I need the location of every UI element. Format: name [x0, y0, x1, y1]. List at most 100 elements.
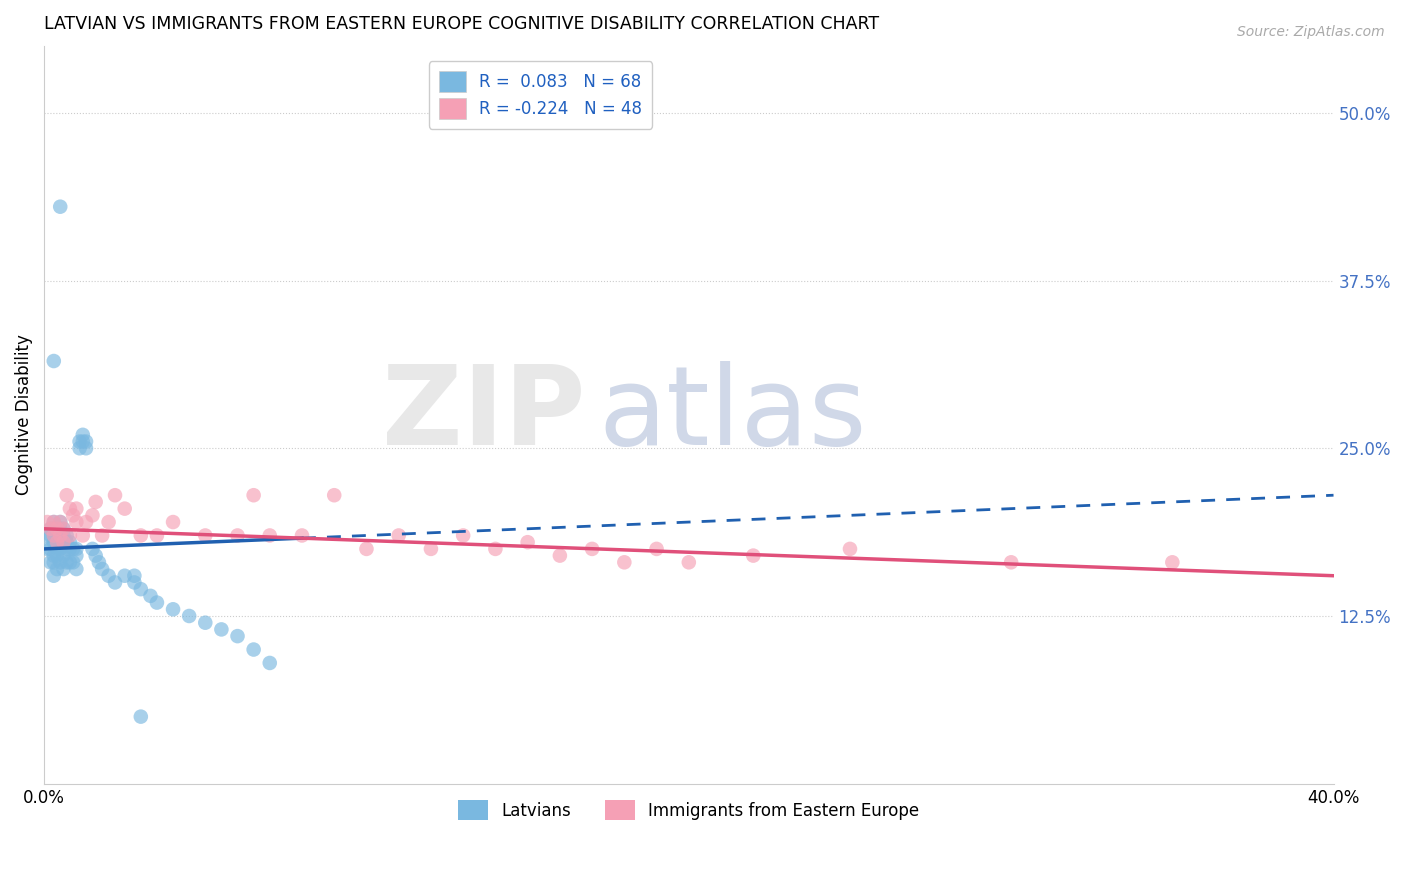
Point	[52, 522, 75, 536]
Point	[645, 541, 668, 556]
Point	[52, 535, 75, 549]
Point	[49, 528, 72, 542]
Point	[46, 541, 69, 556]
Point	[42, 515, 65, 529]
Point	[91, 562, 114, 576]
Point	[37, 541, 59, 556]
Point	[59, 541, 82, 556]
Point	[194, 615, 217, 630]
Point	[39, 522, 62, 536]
Point	[69, 442, 91, 456]
Point	[39, 541, 62, 556]
Point	[65, 541, 87, 556]
Point	[114, 568, 136, 582]
Point	[72, 528, 94, 542]
Point	[129, 528, 152, 542]
Point	[42, 549, 65, 563]
Point	[91, 528, 114, 542]
Point	[548, 549, 571, 563]
Point	[104, 488, 127, 502]
Point	[52, 522, 75, 536]
Point	[75, 434, 97, 449]
Point	[46, 522, 69, 536]
Point	[226, 528, 249, 542]
Point	[678, 555, 700, 569]
Point	[42, 555, 65, 569]
Point	[323, 488, 346, 502]
Point	[52, 549, 75, 563]
Text: LATVIAN VS IMMIGRANTS FROM EASTERN EUROPE COGNITIVE DISABILITY CORRELATION CHART: LATVIAN VS IMMIGRANTS FROM EASTERN EUROP…	[44, 15, 879, 33]
Point	[82, 541, 104, 556]
Point	[1161, 555, 1184, 569]
Point	[55, 528, 77, 542]
Point	[46, 535, 69, 549]
Point	[146, 528, 169, 542]
Point	[226, 629, 249, 643]
Point	[97, 568, 120, 582]
Point	[516, 535, 538, 549]
Point	[46, 522, 69, 536]
Point	[46, 528, 69, 542]
Point	[49, 515, 72, 529]
Point	[82, 508, 104, 523]
Point	[39, 555, 62, 569]
Point	[39, 528, 62, 542]
Point	[62, 555, 84, 569]
Point	[162, 515, 184, 529]
Point	[37, 528, 59, 542]
Point	[75, 515, 97, 529]
Point	[419, 541, 441, 556]
Point	[49, 200, 72, 214]
Point	[1000, 555, 1022, 569]
Point	[209, 623, 232, 637]
Point	[87, 555, 110, 569]
Point	[65, 549, 87, 563]
Point	[242, 488, 264, 502]
Point	[72, 434, 94, 449]
Point	[139, 589, 162, 603]
Point	[62, 541, 84, 556]
Y-axis label: Cognitive Disability: Cognitive Disability	[15, 334, 32, 495]
Point	[42, 354, 65, 368]
Point	[49, 541, 72, 556]
Point	[69, 434, 91, 449]
Point	[42, 535, 65, 549]
Point	[42, 568, 65, 582]
Point	[62, 508, 84, 523]
Point	[75, 442, 97, 456]
Point	[259, 528, 281, 542]
Point	[104, 575, 127, 590]
Point	[242, 642, 264, 657]
Point	[839, 541, 862, 556]
Point	[37, 515, 59, 529]
Point	[55, 535, 77, 549]
Point	[49, 555, 72, 569]
Point	[484, 541, 506, 556]
Point	[581, 541, 603, 556]
Point	[179, 609, 201, 624]
Text: atlas: atlas	[599, 361, 868, 468]
Point	[388, 528, 411, 542]
Text: Source: ZipAtlas.com: Source: ZipAtlas.com	[1237, 25, 1385, 39]
Point	[46, 549, 69, 563]
Point	[52, 528, 75, 542]
Point	[46, 562, 69, 576]
Point	[124, 575, 146, 590]
Point	[55, 541, 77, 556]
Point	[451, 528, 474, 542]
Point	[49, 535, 72, 549]
Point	[162, 602, 184, 616]
Point	[59, 501, 82, 516]
Point	[65, 562, 87, 576]
Point	[84, 495, 107, 509]
Point	[72, 427, 94, 442]
Text: ZIP: ZIP	[382, 361, 586, 468]
Point	[42, 528, 65, 542]
Point	[52, 535, 75, 549]
Point	[291, 528, 314, 542]
Point	[124, 568, 146, 582]
Point	[55, 488, 77, 502]
Point	[259, 656, 281, 670]
Point	[52, 562, 75, 576]
Point	[65, 515, 87, 529]
